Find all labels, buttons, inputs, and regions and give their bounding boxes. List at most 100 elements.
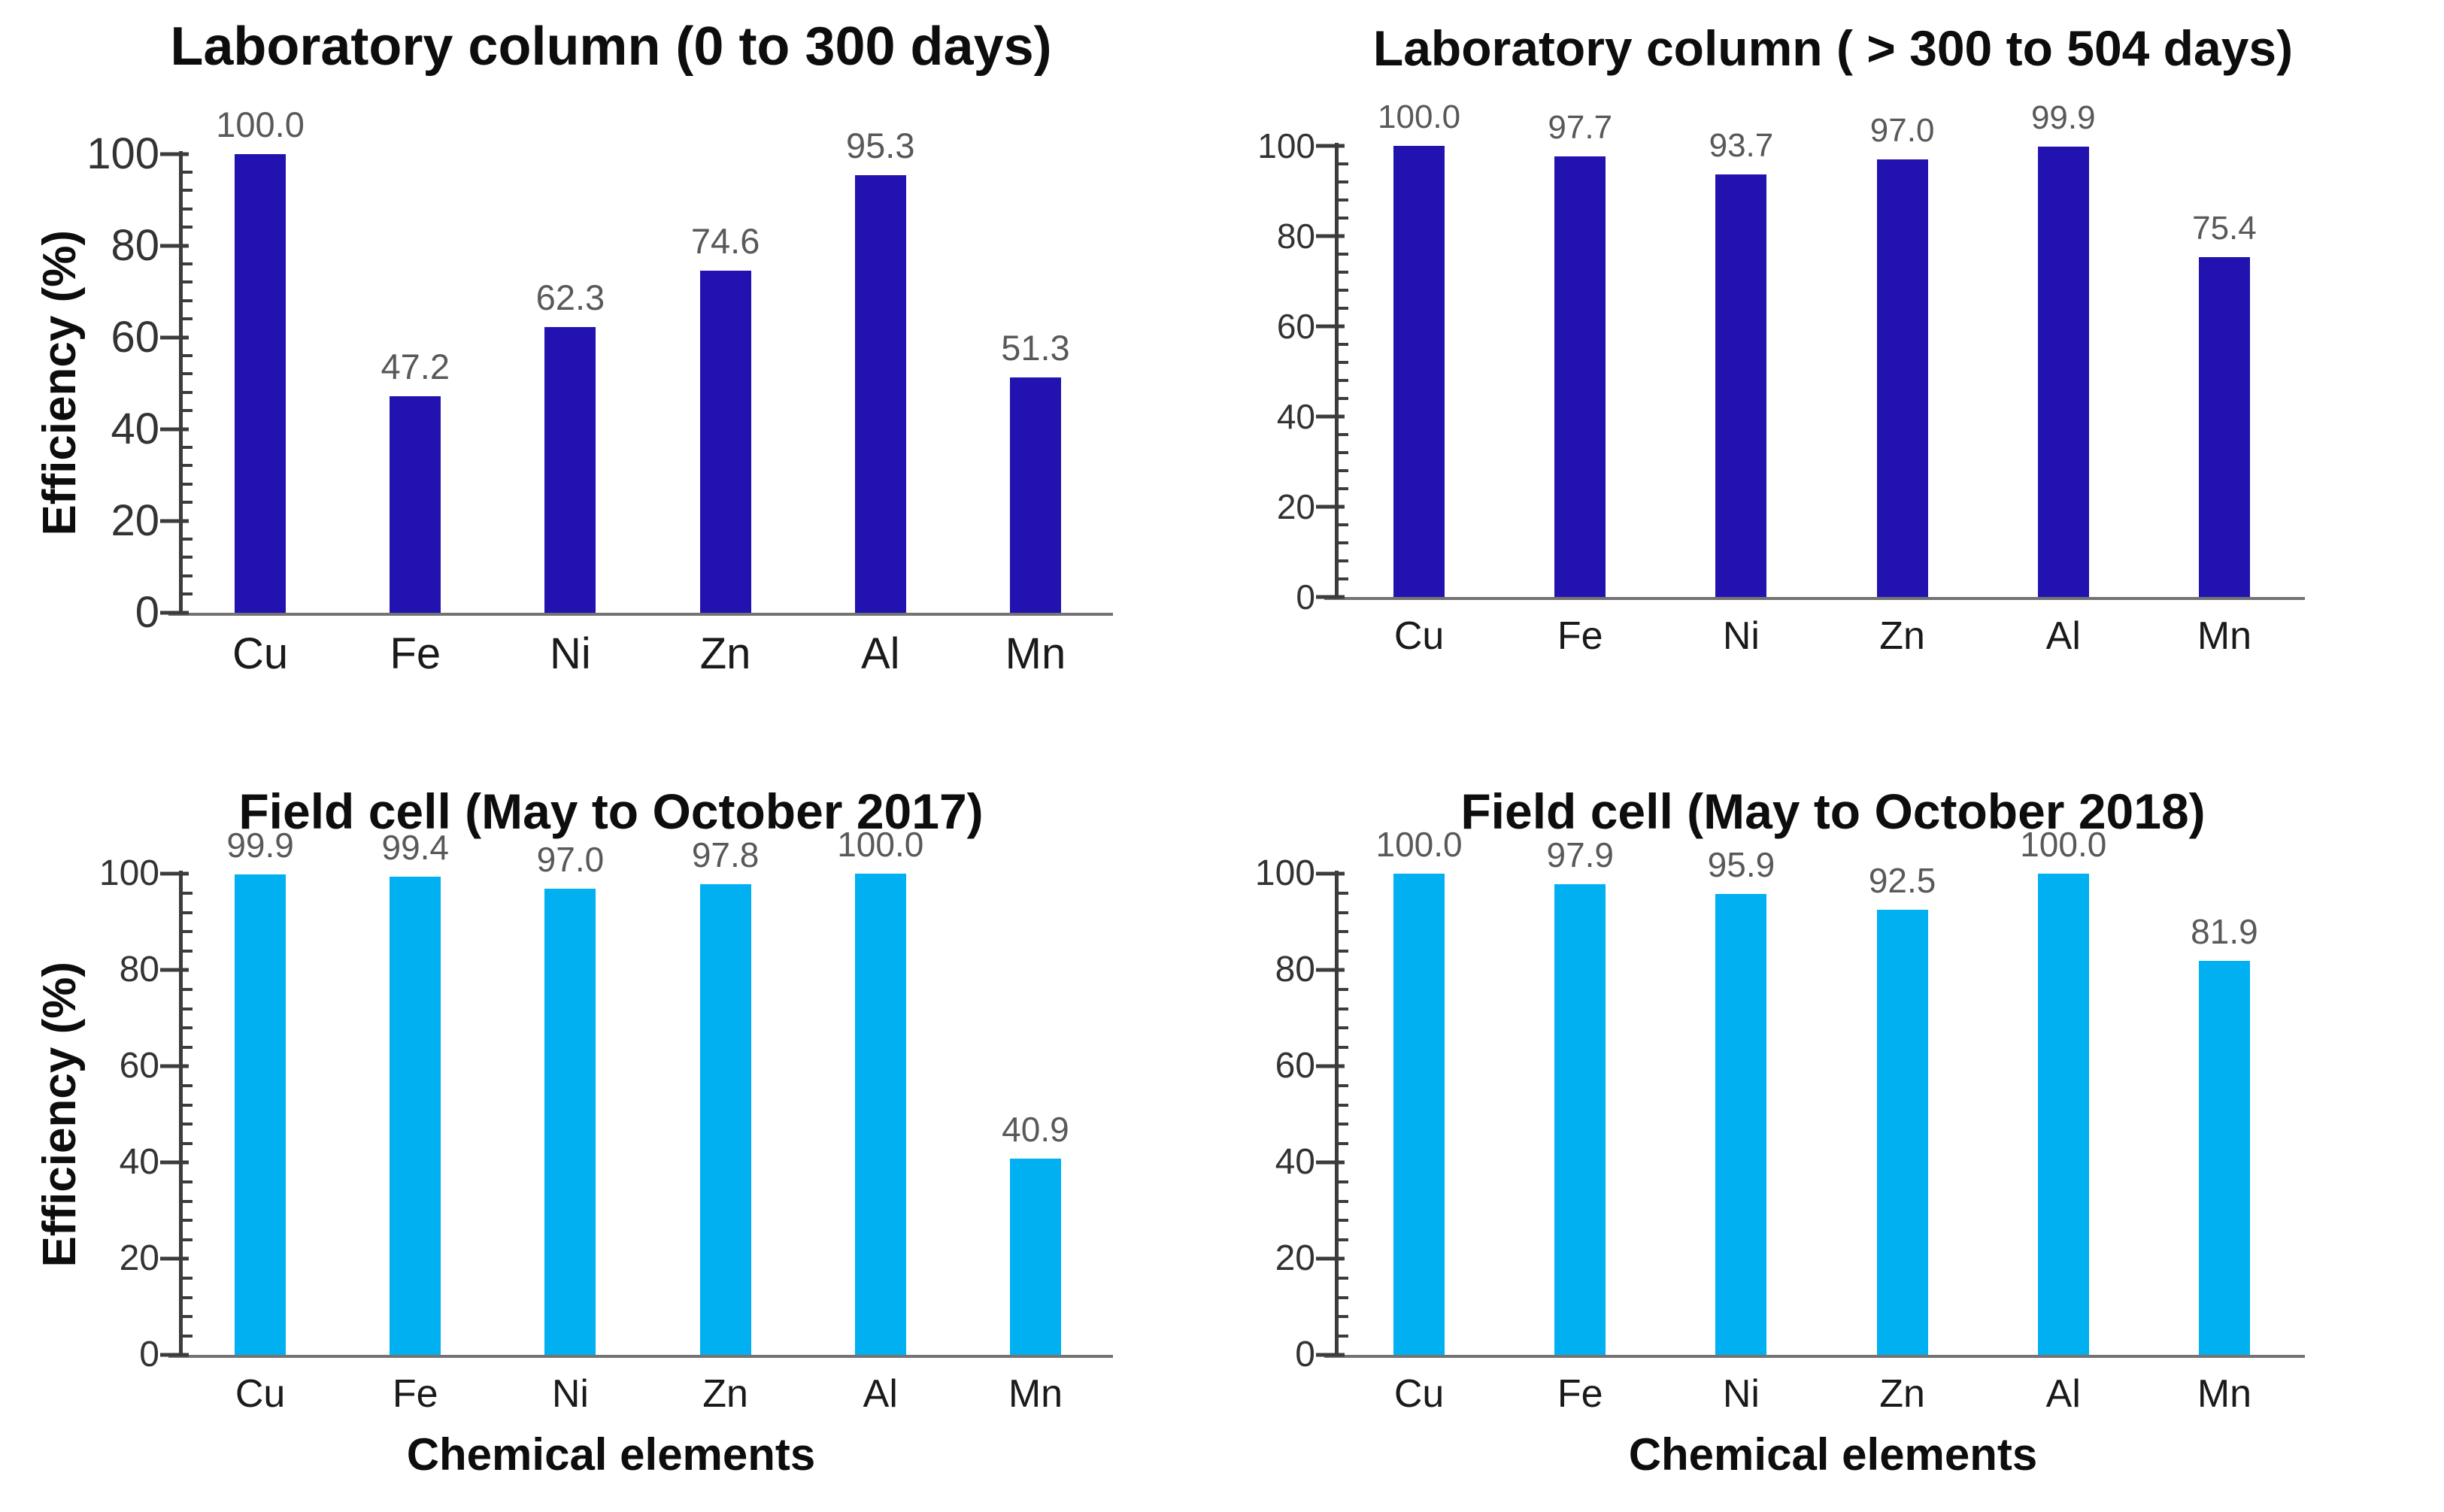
bar-ni <box>1715 893 1767 1356</box>
y-tick-label: 80 <box>119 950 159 990</box>
y-major-tick <box>1316 595 1345 599</box>
y-major-tick <box>160 968 189 972</box>
y-minor-tick <box>183 1045 193 1049</box>
y-axis-line <box>1335 871 1339 1356</box>
y-minor-tick <box>1339 1083 1348 1087</box>
y-axis-line <box>179 150 183 613</box>
y-tick-label: 60 <box>1276 307 1315 347</box>
y-tick-label: 100 <box>86 129 159 178</box>
y-minor-tick <box>1339 361 1348 365</box>
y-axis-title-wrap: Efficiency (%) <box>30 874 89 1355</box>
bar-cu <box>1393 874 1445 1356</box>
y-minor-tick <box>183 409 193 413</box>
bar-column-fe: 47.2 <box>338 154 493 613</box>
x-axis-category-labels: Cu Fe Ni Zn Al Mn <box>1252 1374 2414 1414</box>
y-minor-tick <box>1339 343 1348 347</box>
y-major-tick <box>1316 324 1345 329</box>
x-category-label-ni: Ni <box>550 629 591 678</box>
y-minor-tick <box>1339 911 1348 914</box>
y-minor-tick <box>1339 559 1348 563</box>
y-tick-label: 100 <box>1257 126 1315 166</box>
x-category-label-zn: Zn <box>1879 1372 1925 1417</box>
x-labels-left-spacer <box>1252 1374 1339 1414</box>
x-category-label-ni: Ni <box>1722 614 1760 659</box>
bar-cu <box>235 153 287 613</box>
y-minor-tick <box>183 482 193 486</box>
bar-value-label: 81.9 <box>2191 912 2258 952</box>
y-major-tick <box>160 335 189 340</box>
bar-zn <box>1876 159 1928 598</box>
bar-column-mn: 51.3 <box>958 154 1113 613</box>
y-minor-tick <box>1339 1007 1348 1011</box>
bar-column-cu: 100.0 <box>1339 827 1499 1356</box>
y-major-tick <box>1316 871 1345 876</box>
x-category-label-fe: Fe <box>392 1372 438 1417</box>
x-category-label-cu: Cu <box>232 629 289 678</box>
chart-body: 0 20 40 60 80 100 100.0 97.7 93.7 97.0 99.9 75.4 <box>1252 101 2414 614</box>
chart-title: Laboratory column ( > 300 to 504 days) <box>1372 20 2294 76</box>
y-major-tick <box>160 244 189 248</box>
y-minor-tick <box>183 1295 193 1299</box>
y-major-tick <box>1316 414 1345 419</box>
x-labels-left-spacer <box>1252 617 1339 656</box>
y-tick-label: 80 <box>1275 950 1315 990</box>
plot-area: 99.9 99.4 97.0 97.8 100.0 40.9 <box>160 827 1113 1359</box>
bar-al <box>2037 874 2089 1356</box>
x-category-label-ni: Ni <box>1722 1372 1760 1417</box>
y-minor-tick <box>1339 1026 1348 1030</box>
bar-value-label: 74.6 <box>690 220 760 261</box>
y-minor-tick <box>183 556 193 559</box>
bar-fe <box>1554 883 1606 1356</box>
plot-area: 100.0 47.2 62.3 74.6 95.3 51.3 <box>160 107 1113 616</box>
y-minor-tick <box>183 262 193 265</box>
y-minor-tick <box>183 1334 193 1338</box>
y-minor-tick <box>183 1007 193 1011</box>
bar-column-fe: 97.7 <box>1499 111 1660 598</box>
y-minor-tick <box>183 930 193 934</box>
bar-columns: 99.9 99.4 97.0 97.8 100.0 40.9 <box>183 827 1113 1356</box>
chart-field-cell-2018: Field cell (May to October 2018) 0 20 40 60… <box>1222 756 2444 1512</box>
bar-value-label: 97.8 <box>691 835 760 875</box>
y-minor-tick <box>1339 1334 1348 1338</box>
chart-title: Field cell (May to October 2017) <box>238 783 984 839</box>
bar-ni <box>544 326 596 613</box>
y-minor-tick <box>1339 433 1348 437</box>
y-major-tick <box>160 871 189 876</box>
y-tick-label: 40 <box>1276 397 1315 437</box>
chart-title: Laboratory column (0 to 300 days) <box>170 17 1052 77</box>
x-category-label-al: Al <box>2045 614 2081 659</box>
y-minor-tick <box>183 1219 193 1223</box>
x-category-label-mn: Mn <box>2197 1372 2252 1417</box>
x-category-label-cu: Cu <box>1393 1372 1445 1417</box>
bar-value-label: 40.9 <box>1002 1109 1069 1149</box>
y-major-tick <box>1316 968 1345 972</box>
y-major-tick <box>1316 1256 1345 1261</box>
y-axis-title-wrap: Efficiency (%) <box>30 154 89 613</box>
chart-laboratory-column-300-504: Laboratory column ( > 300 to 504 days) 0… <box>1222 0 2444 756</box>
y-major-tick <box>160 519 189 523</box>
chart-body: Efficiency (%) 0 20 40 60 80 100 100.0 47.2 62.… <box>30 107 1192 634</box>
y-tick-label: 60 <box>1275 1046 1315 1086</box>
y-minor-tick <box>183 592 193 596</box>
x-category-label-fe: Fe <box>1557 1372 1603 1417</box>
y-minor-tick <box>183 574 193 577</box>
y-minor-tick <box>1339 1276 1348 1280</box>
bar-value-label: 97.9 <box>1546 835 1615 874</box>
y-minor-tick <box>183 911 193 914</box>
x-category-label-mn: Mn <box>1005 629 1066 678</box>
x-category-label-fe: Fe <box>1557 614 1603 659</box>
y-minor-tick <box>183 207 193 211</box>
y-major-tick <box>1316 1160 1345 1165</box>
y-minor-tick <box>1339 180 1348 184</box>
y-minor-tick <box>1339 1180 1348 1183</box>
y-major-tick <box>1316 505 1345 509</box>
bar-column-cu: 100.0 <box>183 107 338 613</box>
bar-value-label: 100.0 <box>216 104 305 144</box>
bar-column-ni: 95.9 <box>1660 847 1821 1356</box>
y-minor-tick <box>1339 217 1348 220</box>
x-category-label-zn: Zn <box>1879 614 1925 659</box>
x-labels-right-spacer <box>2305 1374 2414 1414</box>
x-axis-category-labels: Cu Fe Ni Zn Al Mn <box>1252 617 2414 656</box>
x-category-label-al: Al <box>860 629 900 678</box>
y-minor-tick <box>183 987 193 991</box>
